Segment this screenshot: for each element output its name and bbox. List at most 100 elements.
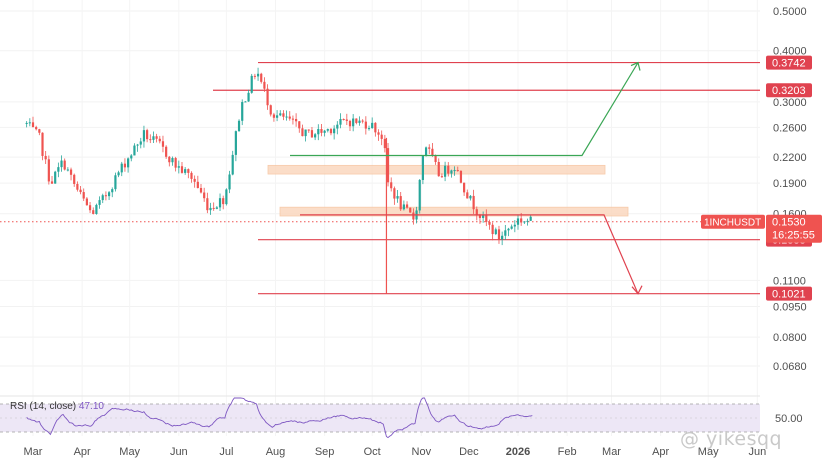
candle-body [149,139,152,141]
candle-body [146,130,149,140]
candle-body [47,159,50,182]
candle-body [177,166,180,168]
y-tick-label: 0.1900 [773,178,807,190]
x-tick-label: May [119,446,140,458]
candle-body [440,176,444,178]
candle-body [520,218,523,223]
x-tick-label: Oct [364,446,381,458]
candle-body [291,118,295,120]
candle-body [107,192,111,197]
candle-body [317,128,320,135]
candle-body [136,144,139,146]
candle-body [168,156,171,163]
candle-body [336,124,339,129]
candle-body [342,118,345,120]
candle-body [54,171,57,184]
candle-body [76,183,79,190]
candle-body [380,134,383,139]
candle-body [405,204,409,208]
candle-body [41,132,44,156]
candle-body [82,192,85,199]
candle-body [79,189,82,193]
candle-body [507,228,510,231]
candle-body [171,158,174,163]
price-level-tag-label: 0.1021 [772,289,806,301]
candle-body [418,179,421,211]
x-tick-label: Nov [412,446,432,458]
candle-body [393,188,396,199]
supply-zone [279,206,629,217]
candle-body [101,195,104,201]
candle-body [333,128,336,134]
candle-body [247,92,250,102]
rsi-line [26,397,533,439]
candle-body [60,160,63,168]
candle-body [25,122,28,124]
candle-body [339,118,342,125]
price-level-tag [766,83,812,98]
candle-body [371,122,374,129]
candle-body [463,182,466,193]
last-price-tag [766,214,822,243]
candle-body [256,73,260,77]
x-tick-label: Jul [219,446,233,458]
candle-body [120,163,123,173]
candle-body [450,170,453,174]
candle-body [326,129,329,131]
candle-body [92,210,95,214]
y-tick-label: 0.0680 [773,361,807,373]
candle-body [390,182,393,189]
candle-body [399,196,402,210]
candle-body [222,198,225,205]
candle-body [323,130,326,133]
x-tick-label: Mar [24,446,43,458]
x-tick-label: Apr [652,446,669,458]
x-tick-label: Aug [266,446,286,458]
bearish-projection-path [300,214,639,294]
candle-body [215,207,218,209]
candle-body [345,119,348,121]
candle-body [304,129,307,137]
candle-body [459,170,463,183]
candle-body [494,229,497,235]
candle-body [523,221,526,223]
candle-body [231,154,234,175]
y-tick-label: 0.2200 [773,152,807,164]
candle-body [386,148,390,183]
candle-body [374,122,377,133]
candle-body [237,120,241,132]
candle-body [456,170,459,172]
candle-body [310,130,314,138]
x-tick-label: Sep [315,446,335,458]
candle-body [447,165,450,174]
candle-body [431,148,434,156]
candle-body [434,155,437,162]
candle-body [469,195,472,199]
candles [25,67,532,246]
watermark: @ yikesqq [680,428,783,450]
candle-body [234,131,237,155]
candle-body [501,235,504,240]
candle-body [516,218,520,225]
candle-body [250,75,253,93]
candle-body [453,170,456,172]
candle-body [98,200,101,205]
rsi-level-label: 50.00 [775,413,803,425]
rsi-value: 47.10 [79,401,104,412]
candle-body [266,88,269,106]
symbol-tag-label: 1INCHUSDT [704,218,761,229]
candle-body [488,221,491,225]
candle-body [104,195,108,197]
candle-body [361,120,364,122]
candle-body [114,175,117,190]
candle-body [485,214,488,222]
candle-body [69,169,73,175]
candle-body [320,128,323,133]
candle-body [298,121,301,129]
candle-body [31,122,35,128]
candle-body [57,167,60,172]
candle-body [130,155,133,159]
candle-body [88,205,92,211]
